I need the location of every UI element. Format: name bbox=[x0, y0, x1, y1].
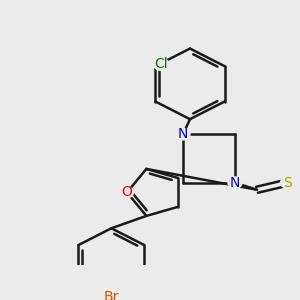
Ellipse shape bbox=[102, 291, 120, 300]
Text: N: N bbox=[230, 176, 240, 190]
Text: S: S bbox=[283, 176, 291, 190]
Ellipse shape bbox=[176, 128, 190, 140]
Ellipse shape bbox=[280, 177, 293, 188]
Ellipse shape bbox=[153, 59, 170, 70]
Ellipse shape bbox=[121, 187, 134, 198]
Ellipse shape bbox=[228, 177, 242, 188]
Text: N: N bbox=[178, 127, 188, 141]
Text: Br: Br bbox=[104, 290, 119, 300]
Text: Cl: Cl bbox=[154, 57, 168, 71]
Text: O: O bbox=[122, 185, 132, 200]
